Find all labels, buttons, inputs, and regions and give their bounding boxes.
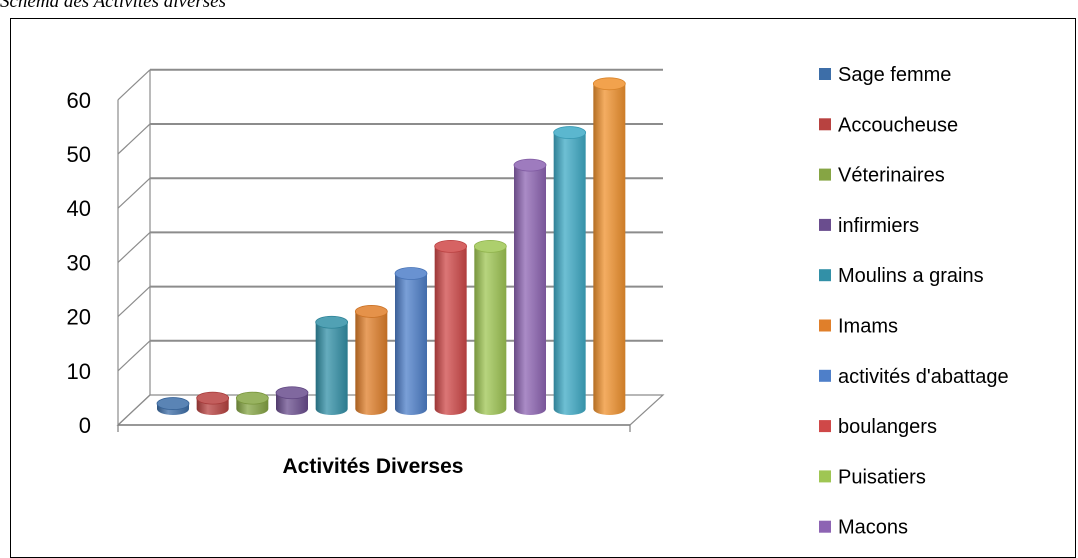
legend-label: Accoucheuse [838, 114, 958, 136]
legend-swatch [819, 420, 831, 433]
side-wall-tick [117, 69, 151, 101]
legend-swatch [819, 168, 831, 181]
bar-body [434, 246, 467, 416]
bar [354, 305, 388, 416]
legend-label: Macons [838, 517, 908, 539]
legend-swatch [819, 269, 831, 282]
legend-swatch [819, 319, 831, 332]
side-wall-tick [117, 286, 151, 318]
x-axis-label: Activités Diverses [283, 455, 464, 478]
y-tick-label: 60 [67, 88, 91, 113]
legend-label: Puisatiers [838, 466, 926, 488]
legend-item: Imams [819, 316, 898, 338]
legend-swatch [819, 470, 831, 483]
legend-item: infirmiers [819, 215, 919, 237]
bar-top [553, 126, 587, 139]
legend-label: infirmiers [838, 215, 919, 237]
axes [116, 69, 665, 432]
side-wall-tick [117, 177, 151, 209]
y-tick-label: 10 [67, 359, 91, 384]
legend-label: boulangers [838, 416, 937, 438]
bar-top [156, 397, 190, 410]
legend-label: Imams [838, 316, 898, 338]
legend-swatch [819, 118, 831, 131]
legend-label: Véterinaires [838, 165, 945, 187]
y-tick-label: 50 [67, 142, 91, 167]
legend-swatch [819, 68, 831, 80]
figure-caption: Schéma des Activités diverses [0, 0, 226, 12]
side-wall-tick [117, 123, 151, 155]
bar [434, 239, 468, 416]
y-tick-label: 20 [67, 305, 91, 330]
bar [315, 315, 349, 416]
bar [394, 267, 428, 415]
bar-body [514, 165, 546, 415]
bar-top [592, 77, 626, 91]
bar [275, 386, 309, 415]
y-tick-label: 30 [67, 250, 91, 275]
bars [156, 77, 626, 416]
bar [235, 391, 269, 415]
bar-body [315, 322, 348, 416]
bar-body [355, 311, 388, 416]
bar-body [474, 246, 507, 416]
legend-item: Accoucheuse [819, 114, 958, 136]
bar-top [315, 315, 349, 329]
legend-item: Puisatiers [819, 466, 926, 488]
legend-item: activités d'abattage [819, 366, 1009, 388]
bar-top [196, 391, 230, 405]
bar [473, 239, 507, 416]
legend-item: Moulins a grains [819, 265, 984, 287]
bar-top [354, 305, 388, 318]
legend-item: Sage femme [819, 64, 951, 86]
bar-top [235, 391, 269, 405]
bar-body [593, 83, 626, 416]
bar-body [553, 132, 586, 416]
legend-swatch [819, 218, 831, 231]
legend-label: activités d'abattage [838, 366, 1009, 388]
bar [156, 397, 190, 415]
bar [196, 391, 230, 416]
bar [553, 126, 587, 416]
legend-item: Véterinaires [819, 165, 945, 187]
legend-label: Sage femme [838, 64, 951, 86]
legend: Sage femme Accoucheuse Véterinaires infirmi… [819, 64, 1009, 539]
legend-item: boulangers [819, 416, 937, 438]
legend-item: Macons [819, 517, 908, 539]
legend-swatch [819, 369, 831, 382]
bar-chart: 0 10 20 30 40 50 60 Activités Diverses Sage fe… [67, 64, 1009, 539]
legend-label: Moulins a grains [838, 265, 984, 287]
y-tick-labels: 0 10 20 30 40 50 60 [67, 88, 91, 438]
legend-swatch [819, 520, 831, 533]
bar-top [513, 158, 547, 172]
y-tick-label: 40 [67, 196, 91, 221]
side-wall-tick [117, 231, 151, 263]
bar-body [395, 273, 427, 415]
bar-top [434, 239, 468, 253]
bar-top [394, 267, 428, 280]
side-wall-tick [117, 340, 151, 372]
bar-top [275, 386, 309, 400]
bar [513, 158, 547, 415]
y-tick-label: 0 [79, 413, 91, 438]
bar [592, 77, 626, 416]
bar-top [473, 239, 507, 253]
